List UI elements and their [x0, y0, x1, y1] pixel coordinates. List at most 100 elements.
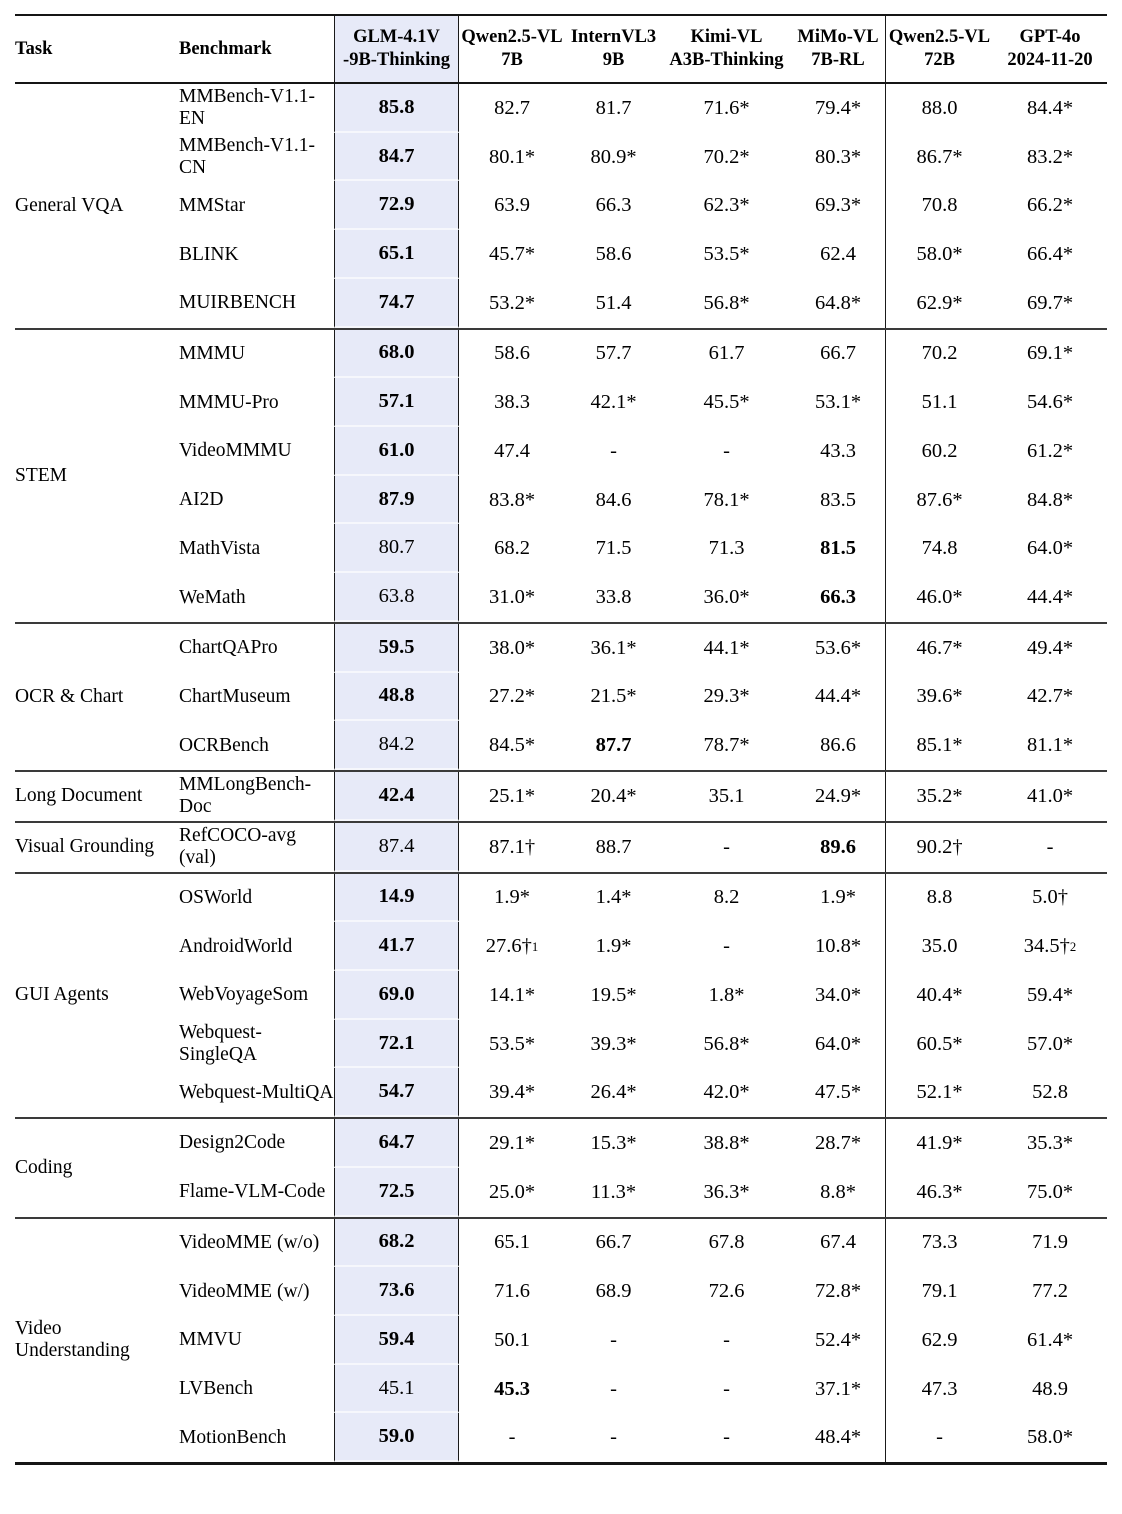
- benchmark-label: BLINK: [179, 243, 239, 265]
- task-group: Coding Design2Code 64.7 29.1* 15.3* 38.8* 28.7…: [15, 1119, 1107, 1219]
- score-cell: 69.7*: [1026, 291, 1074, 314]
- score-cell: 70.8: [885, 181, 993, 231]
- score-cell: 58.0*: [885, 230, 993, 279]
- score-cell: 21.5*: [590, 685, 637, 708]
- score-cell: -: [723, 1328, 730, 1351]
- benchmark-label: Design2Code: [179, 1132, 286, 1154]
- score-cell: -: [723, 835, 730, 858]
- score-cell: 43.3: [820, 439, 856, 462]
- score-cell: 1.4*: [595, 886, 632, 909]
- score-cell: 59.4*: [1026, 983, 1074, 1006]
- score-cell: 51.4: [595, 291, 632, 314]
- model-name-line2: A3B-Thinking: [669, 50, 784, 70]
- score-cell: 74.8: [885, 524, 993, 574]
- score-cell: 81.7: [595, 96, 632, 119]
- task-label: GUI Agents: [15, 984, 109, 1006]
- score-cell: 46.3*: [885, 1167, 993, 1217]
- score-cell: 56.8*: [703, 291, 750, 314]
- score-cell: 74.7: [334, 278, 459, 328]
- score-cell: 63.8: [334, 573, 459, 622]
- score-cell: 44.4*: [814, 685, 862, 708]
- score-cell: 47.4: [494, 439, 530, 462]
- score-cell: 44.1*: [703, 636, 750, 659]
- score-cell: 26.4*: [590, 1081, 637, 1104]
- score-cell: 59.4: [334, 1315, 459, 1365]
- benchmark-label: AndroidWorld: [179, 935, 293, 957]
- score-cell: 57.0*: [1026, 1032, 1074, 1055]
- score-cell: 1.9*: [494, 886, 530, 909]
- benchmark-label: MMMU-Pro: [179, 391, 279, 413]
- score-cell: 39.3*: [590, 1032, 637, 1055]
- score-cell: 5.0†: [1032, 886, 1068, 909]
- task-group: Visual Grounding RefCOCO-avg (val) 87.4 87.…: [15, 822, 1107, 874]
- score-cell: 70.2: [885, 329, 993, 379]
- column-header-internvl3-9b: InternVL3 9B: [565, 16, 662, 82]
- benchmark-label: OCRBench: [179, 734, 269, 756]
- score-cell: 87.4: [334, 822, 459, 872]
- score-cell: 68.9: [595, 1280, 632, 1303]
- score-cell: 62.3*: [703, 194, 750, 217]
- score-cell: 42.4: [334, 772, 459, 821]
- score-cell: 65.1: [334, 230, 459, 279]
- score-cell: 67.4: [820, 1231, 856, 1254]
- model-name-line1: GLM-4.1V: [353, 27, 440, 47]
- score-cell: 80.1*: [488, 145, 536, 168]
- score-cell: 86.6: [820, 734, 856, 757]
- score-cell: 53.6*: [814, 636, 862, 659]
- column-header-task: Task: [15, 38, 53, 59]
- model-name-line2: 2024-11-20: [1007, 50, 1093, 70]
- score-cell: 78.7*: [703, 734, 750, 757]
- score-cell: 73.3: [885, 1218, 993, 1268]
- score-cell: 29.1*: [488, 1131, 536, 1154]
- model-name-line2: 72B: [924, 50, 955, 70]
- task-group-rows: Video Understanding VideoMME (w/o) 68.2 65.…: [15, 1218, 1107, 1463]
- score-cell: 75.0*: [1026, 1180, 1074, 1203]
- score-cell: 90.2†: [885, 822, 993, 872]
- score-cell: 1.9*: [595, 935, 632, 958]
- score-cell: 45.3: [494, 1377, 530, 1400]
- score-cell: 84.4*: [1026, 96, 1074, 119]
- score-cell: 8.8*: [820, 1180, 856, 1203]
- score-cell: 64.7: [334, 1119, 459, 1168]
- score-cell: 10.8*: [814, 935, 862, 958]
- score-cell: 11.3*: [590, 1180, 637, 1203]
- score-cell: 61.7: [708, 342, 745, 365]
- score-cell: 71.6*: [703, 96, 750, 119]
- task-group-rows: GUI Agents OSWorld 14.9 1.9* 1.4* 8.2 1.9* 8.8 5…: [15, 873, 1107, 1118]
- score-cell: 36.1*: [590, 636, 637, 659]
- benchmark-label: MMLongBench-Doc: [179, 774, 312, 818]
- task-group: General VQA MMBench-V1.1-EN 85.8 82.7 81.7 71…: [15, 84, 1107, 330]
- score-cell: 45.5*: [703, 391, 750, 414]
- score-cell: 72.8*: [814, 1280, 862, 1303]
- score-cell: 84.2: [334, 721, 459, 771]
- task-label: STEM: [15, 464, 68, 486]
- model-name-line1: Qwen2.5-VL: [888, 27, 991, 47]
- score-cell: 50.1: [494, 1328, 530, 1351]
- score-cell: 36.0*: [703, 586, 750, 609]
- score-cell: 80.3*: [814, 145, 862, 168]
- benchmark-label: LVBench: [179, 1378, 254, 1400]
- score-cell: 48.4*: [814, 1426, 862, 1449]
- score-cell: 33.8: [595, 586, 632, 609]
- task-label: General VQA: [15, 194, 124, 216]
- task-group-rows: Visual Grounding RefCOCO-avg (val) 87.4 87.…: [15, 822, 1107, 872]
- table-header-row: Task Benchmark GLM-4.1V -9B-Thinking Qwen2.5…: [15, 16, 1107, 84]
- score-cell: 83.2*: [1026, 145, 1074, 168]
- score-cell: 64.0*: [814, 1032, 862, 1055]
- benchmark-label: Webquest-MultiQA: [179, 1081, 334, 1103]
- score-cell: 70.2*: [703, 145, 750, 168]
- benchmark-label: OSWorld: [179, 886, 253, 908]
- benchmark-label: MUIRBENCH: [179, 292, 297, 314]
- score-cell: 38.8*: [703, 1131, 750, 1154]
- benchmark-label: RefCOCO-avg (val): [179, 825, 296, 869]
- score-cell: 80.9*: [590, 145, 637, 168]
- score-cell: 45.1: [334, 1364, 459, 1414]
- score-cell: 82.7: [494, 96, 530, 119]
- score-cell: 20.4*: [590, 784, 637, 807]
- score-cell: 47.5*: [814, 1081, 862, 1104]
- score-cell: 45.7*: [488, 243, 536, 266]
- column-header-qwen2-5-vl-72b: Qwen2.5-VL 72B: [885, 16, 993, 82]
- score-cell: 47.3: [885, 1364, 993, 1414]
- score-cell: 58.6: [494, 342, 530, 365]
- score-cell: 41.0*: [1026, 784, 1074, 807]
